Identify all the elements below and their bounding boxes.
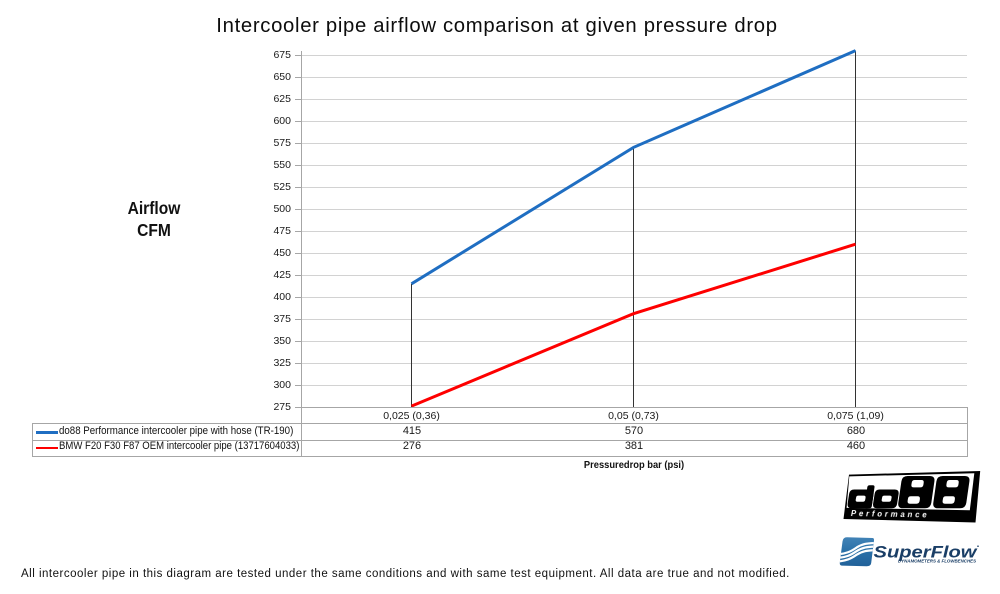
svg-text:SuperFlow: SuperFlow xyxy=(874,543,979,562)
svg-text:DYNAMOMETERS & FLOWBENCHES: DYNAMOMETERS & FLOWBENCHES xyxy=(898,558,976,563)
